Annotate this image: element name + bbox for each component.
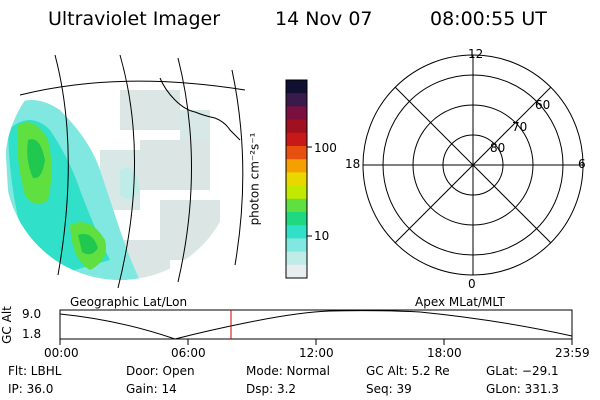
time-tick-0000: 00:00 bbox=[44, 346, 79, 360]
time-tick-2359: 23:59 bbox=[555, 346, 590, 360]
colorbar-segment bbox=[286, 225, 307, 239]
altitude-axis-title: GC Alt bbox=[0, 306, 14, 344]
time-tick-0600: 06:00 bbox=[171, 346, 206, 360]
mode-value: Mode: Normal bbox=[246, 364, 330, 378]
ip-value: IP: 36.0 bbox=[8, 382, 54, 396]
colorbar-segment bbox=[286, 238, 307, 253]
colorbar-tick-10: 10 bbox=[314, 229, 330, 243]
colorbar-segment bbox=[286, 80, 307, 94]
uv-image bbox=[5, 50, 235, 280]
colorbar-segment bbox=[286, 132, 307, 147]
colorbar-segment bbox=[286, 172, 307, 187]
mlt-label-12: 12 bbox=[468, 47, 484, 61]
colorbar-segment bbox=[286, 212, 307, 226]
mlt-label-18: 18 bbox=[345, 157, 361, 171]
map-caption: Geographic Lat/Lon bbox=[70, 295, 188, 309]
polar-grid bbox=[362, 54, 584, 276]
mlt-label-6: 6 bbox=[578, 157, 586, 171]
colorbar-segment bbox=[286, 185, 307, 200]
altitude-tick-min: 1.8 bbox=[22, 327, 42, 341]
colorbar bbox=[286, 80, 307, 279]
altitude-plot-frame bbox=[59, 309, 573, 340]
date-label: 14 Nov 07 bbox=[275, 8, 373, 30]
time-tick-1800: 18:00 bbox=[427, 346, 462, 360]
glon-value: GLon: 331.3 bbox=[486, 382, 559, 396]
door-value: Door: Open bbox=[126, 364, 195, 378]
colorbar-unit-label: photon cm⁻²s⁻¹ bbox=[247, 132, 262, 226]
glat-value: GLat: −29.1 bbox=[486, 364, 559, 378]
altitude-tick-max: 9.0 bbox=[22, 307, 42, 321]
gc-alt-value: GC Alt: 5.2 Re bbox=[366, 364, 450, 378]
colorbar-tick-100: 100 bbox=[314, 141, 337, 155]
colorbar-segment bbox=[286, 264, 307, 279]
lat-label-80: 80 bbox=[490, 141, 506, 155]
lat-label-60: 60 bbox=[535, 98, 551, 112]
colorbar-segment bbox=[286, 251, 307, 266]
colorbar-segment bbox=[286, 146, 307, 160]
seq-value: Seq: 39 bbox=[366, 382, 412, 396]
mlt-label-0: 0 bbox=[468, 277, 476, 291]
time-tick-1200: 12:00 bbox=[299, 346, 334, 360]
colorbar-segment bbox=[286, 198, 307, 213]
lat-label-70: 70 bbox=[512, 120, 528, 134]
dsp-value: Dsp: 3.2 bbox=[246, 382, 297, 396]
instrument-title: Ultraviolet Imager bbox=[48, 8, 221, 30]
geo-grid-lines bbox=[19, 54, 246, 289]
polar-caption: Apex MLat/MLT bbox=[415, 295, 505, 309]
colorbar-segment bbox=[286, 159, 307, 173]
filter-value: Flt: LBHL bbox=[8, 364, 62, 378]
colorbar-segment bbox=[286, 106, 307, 121]
colorbar-segment bbox=[286, 119, 307, 134]
gain-value: Gain: 14 bbox=[126, 382, 177, 396]
time-label: 08:00:55 UT bbox=[430, 8, 547, 30]
altitude-curve bbox=[59, 310, 573, 340]
colorbar-segment bbox=[286, 93, 307, 107]
